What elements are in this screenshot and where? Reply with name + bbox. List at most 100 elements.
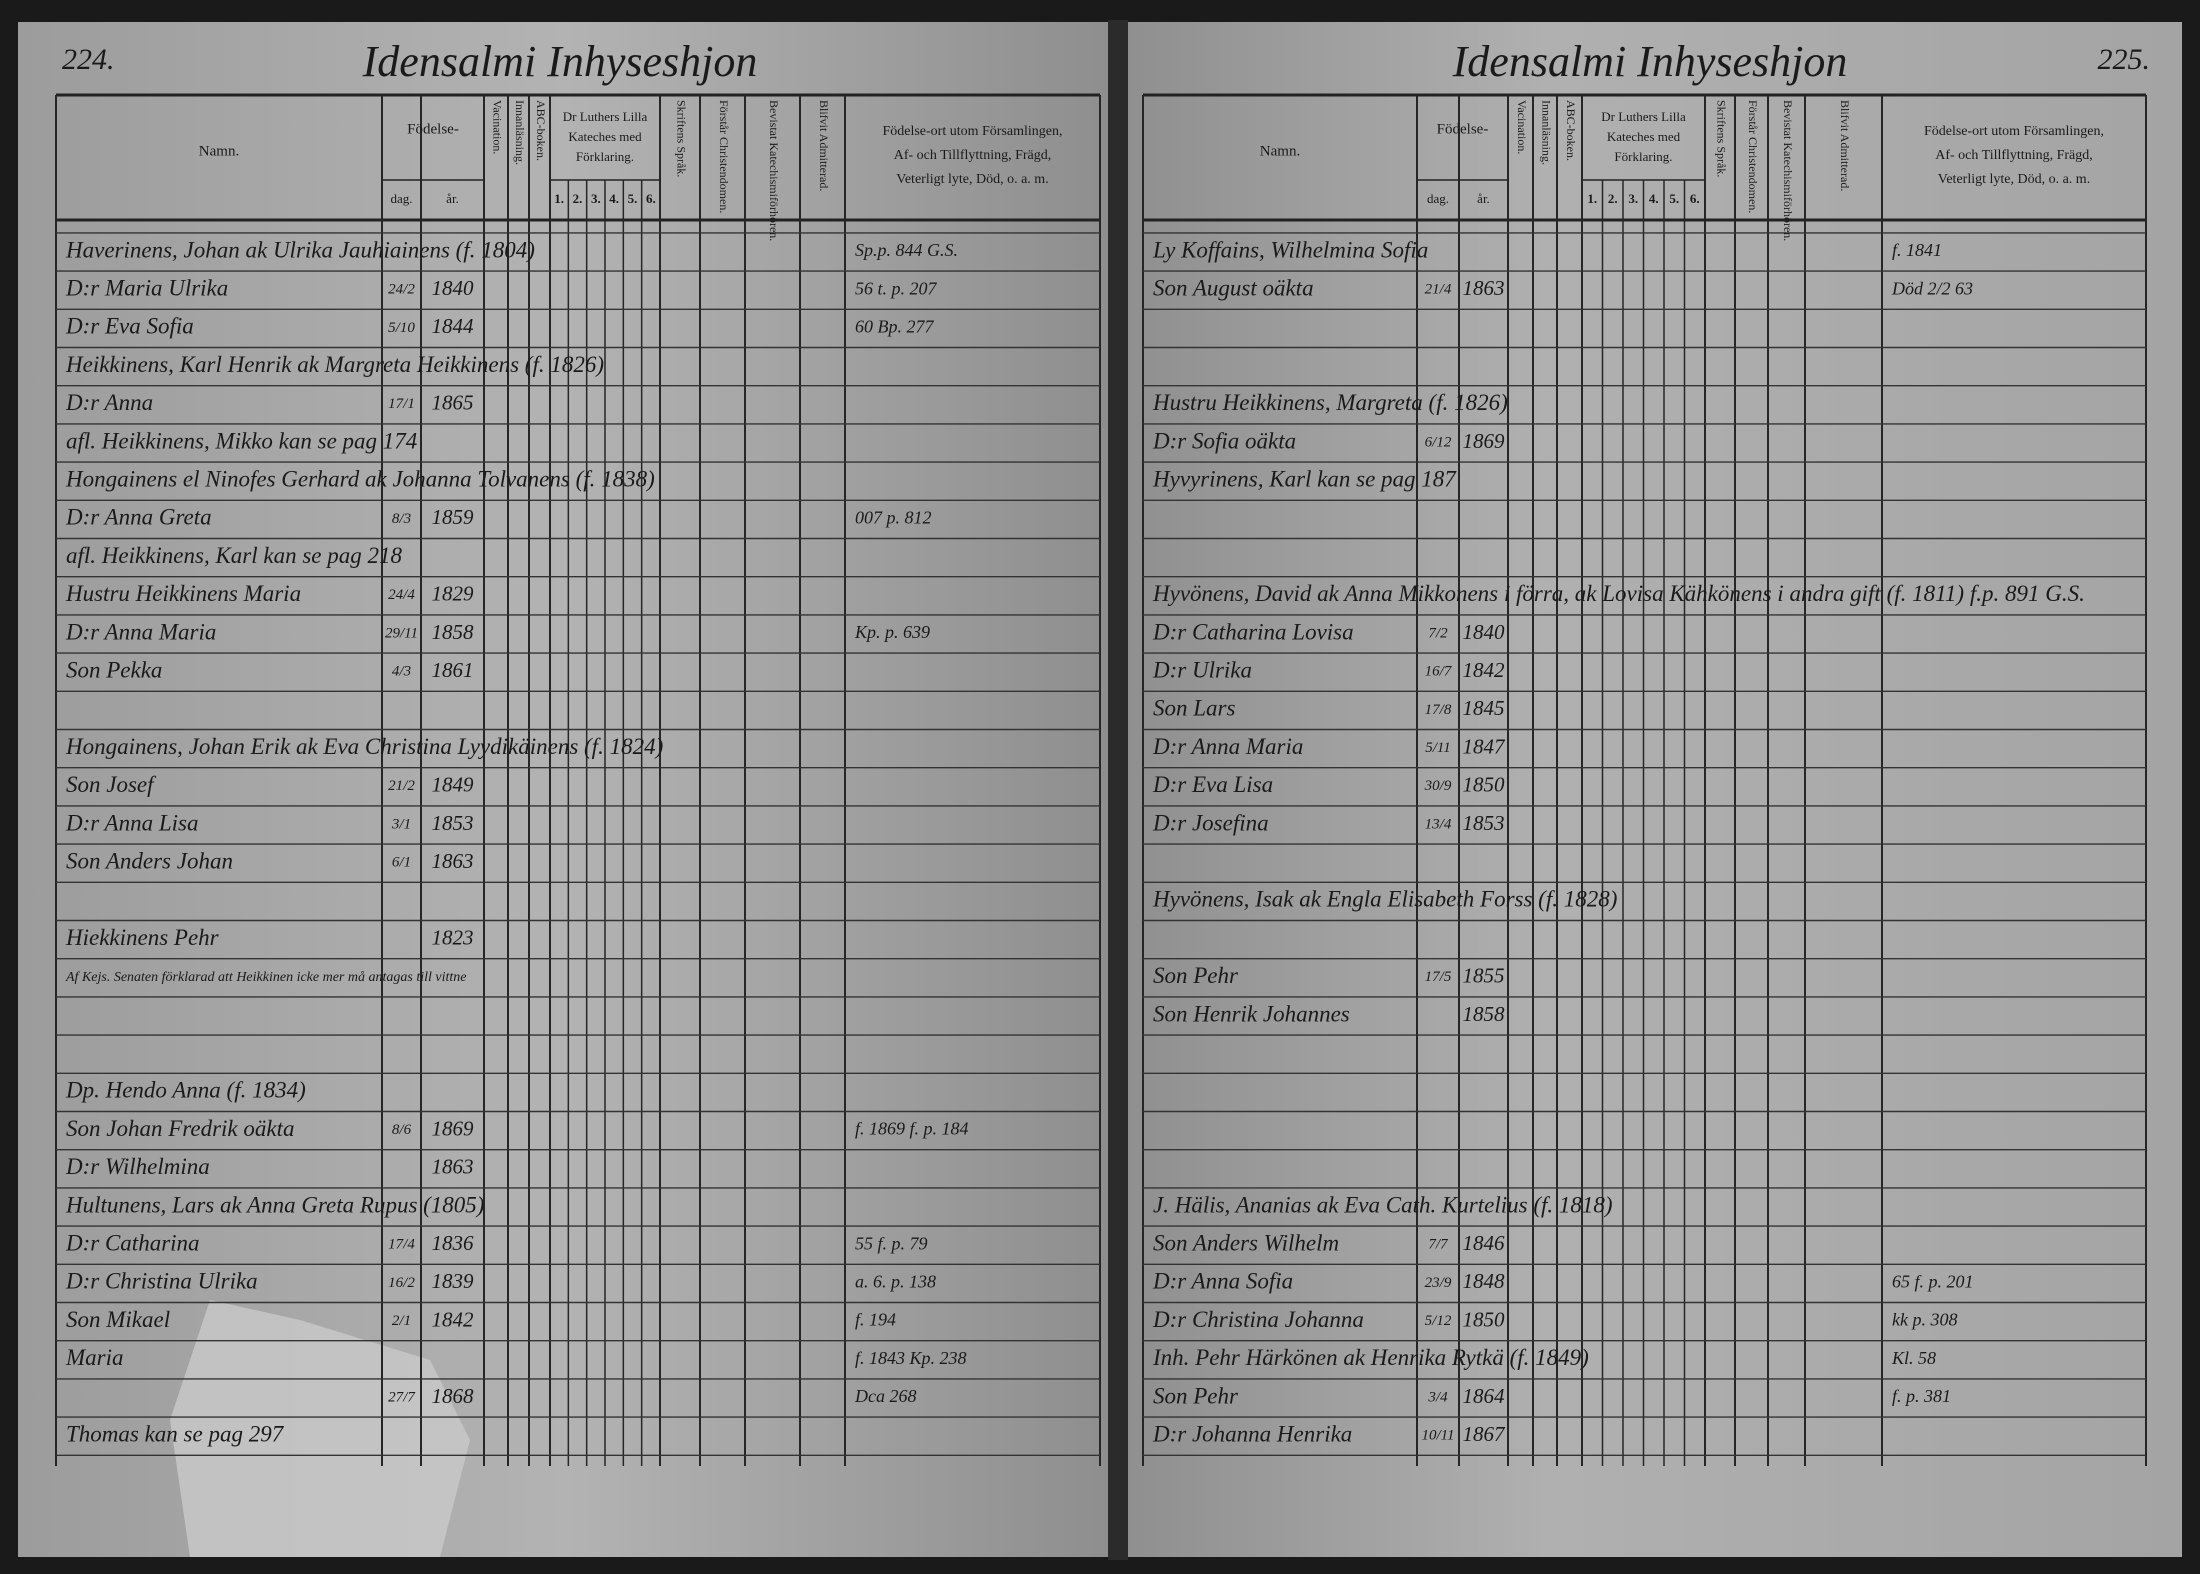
header-vaccination: Vacination. [490,100,504,154]
entry-day: 7/2 [1428,625,1448,641]
header-catechism: Dr Luthers Lilla [1601,109,1686,124]
entry-name: Hyvyrinens, Karl kan se pag 187 [1152,466,1457,491]
entry-note: Kl. 58 [1891,1348,1936,1368]
entry-day: 5/10 [388,320,415,336]
entry-name: Son Henrik Johannes [1153,1001,1350,1026]
entry-year: 1850 [1463,773,1506,797]
entry-year: 1845 [1463,696,1505,720]
header-catechism: Kateches med [568,129,642,144]
entry-day: 23/9 [1425,1275,1452,1291]
entry-note: 55 f. p. 79 [855,1233,928,1253]
header-year: år. [446,191,459,206]
header-catechism: Kateches med [1607,129,1681,144]
entry-day: 8/3 [392,511,411,527]
header-remarks: Veterligt lyte, Död, o. a. m. [896,172,1048,187]
entry-name: D:r Christina Johanna [1152,1307,1364,1332]
entry-year: 1846 [1463,1231,1506,1255]
entry-name: D:r Catharina Lovisa [1152,619,1354,644]
entry-name: D:r Anna Maria [65,619,216,644]
entry-name: D:r Josefina [1152,810,1269,835]
entry-name: Hiekkinens Pehr [65,925,220,950]
entry-day: 24/2 [388,282,415,298]
entry-note: a. 6. p. 138 [855,1272,936,1292]
entry-note: 65 f. p. 201 [1892,1272,1974,1292]
header-admitted: Blifvit Admitterad. [817,100,831,191]
entry-day: 10/11 [1421,1428,1454,1444]
header-vaccination: Vacination. [1515,100,1529,154]
entry-year: 1869 [1463,429,1506,453]
entry-year: 1865 [432,391,474,415]
header-christianity: Förstår Christendomen. [1746,100,1760,213]
entry-day: 16/2 [388,1275,415,1291]
entry-day: 3/1 [391,816,411,832]
page-title: Idensalmi Inhyseshjon [362,37,758,86]
header-part: 5. [628,191,638,206]
header-day: dag. [1427,191,1449,206]
page-title: Idensalmi Inhyseshjon [1452,37,1848,86]
entry-name: Ly Koffains, Wilhelmina Sofia [1152,237,1428,262]
entry-name: Haverinens, Johan ak Ulrika Jauhiainens … [65,237,535,262]
entry-name: Hustru Heikkinens Maria [65,581,301,606]
entry-name: D:r Anna [65,390,153,415]
entry-note: f. 1869 f. p. 184 [855,1119,969,1139]
page-number: 225. [2098,43,2151,76]
header-hearings: Bevistat Katechismiförhören. [1781,100,1795,241]
entry-note: Sp.p. 844 G.S. [855,240,958,260]
entry-name: Son August oäkta [1153,275,1314,300]
entry-year: 1863 [432,849,474,873]
entry-day: 17/5 [1425,969,1452,985]
entry-day: 17/1 [388,396,415,412]
entry-day: 6/1 [392,855,411,871]
header-reading: Innanläsning. [513,100,527,165]
entry-note: f. 1843 Kp. 238 [855,1348,967,1368]
header-birth: Födelse- [1437,121,1489,137]
entry-day: 16/7 [1425,664,1453,680]
entry-note: 007 p. 812 [855,508,932,528]
entry-name: Hyvönens, David ak Anna Mikkonens i förr… [1152,581,2085,606]
header-scripture: Skriftens Språk. [674,100,688,177]
entry-year: 1847 [1463,734,1507,758]
header-scripture: Skriftens Språk. [1714,100,1728,177]
header-remarks: Veterligt lyte, Död, o. a. m. [1938,172,2090,187]
page-number: 224. [62,43,115,76]
entry-day: 2/1 [392,1313,411,1329]
register-page: 225. Idensalmi Inhyseshjon Namn. Födelse-da… [1142,37,2151,1466]
entry-name: J. Hälis, Ananias ak Eva Cath. Kurtelius… [1153,1192,1613,1217]
entry-name: D:r Anna Greta [65,505,212,530]
entry-year: 1869 [432,1116,475,1140]
header-reading: Innanläsning. [1539,100,1553,165]
header-hearings: Bevistat Katechismiförhören. [767,100,781,241]
entry-year: 1842 [432,1307,475,1331]
header-name: Namn. [1260,143,1300,159]
entry-name: Son Pehr [1153,1383,1239,1408]
entry-year: 1853 [432,811,474,835]
entry-name: Dp. Hendo Anna (f. 1834) [65,1078,306,1103]
header-part: 2. [573,191,583,206]
entry-day: 5/12 [1425,1313,1452,1329]
content: 224. Idensalmi Inhyseshjon Namn. Födelse-da… [55,37,2151,1466]
header-part: 4. [609,191,619,206]
entry-year: 1842 [1463,658,1506,682]
entry-year: 1863 [1463,276,1505,300]
entry-name: Thomas kan se pag 297 [66,1421,285,1446]
gutter [1108,20,1128,1560]
header-day: dag. [390,191,412,206]
entry-name: afl. Heikkinens, Mikko kan se pag 174 [66,428,417,453]
entry-day: 13/4 [1425,816,1452,832]
header-remarks: Födelse-ort utom Församlingen, [882,124,1062,139]
entry-year: 1864 [1463,1384,1506,1408]
entry-year: 1829 [432,582,475,606]
register-page: 224. Idensalmi Inhyseshjon Namn. Födelse-da… [55,37,1101,1466]
entry-name: D:r Eva Sofia [65,314,194,339]
entry-note: 60 Bp. 277 [855,317,934,337]
entry-year: 1859 [432,505,475,529]
entry-name: Hustru Heikkinens, Margreta (f. 1826) [1152,390,1508,415]
header-remarks: Af- och Tillflyttning, Frägd, [1935,148,2093,163]
entry-day: 24/4 [388,587,415,603]
entry-name: D:r Maria Ulrika [65,275,228,300]
entry-note: 56 t. p. 207 [855,278,938,298]
entry-name: Son Anders Wilhelm [1153,1230,1339,1255]
entry-name: D:r Anna Sofia [1152,1269,1293,1294]
entry-day: 21/2 [388,778,415,794]
